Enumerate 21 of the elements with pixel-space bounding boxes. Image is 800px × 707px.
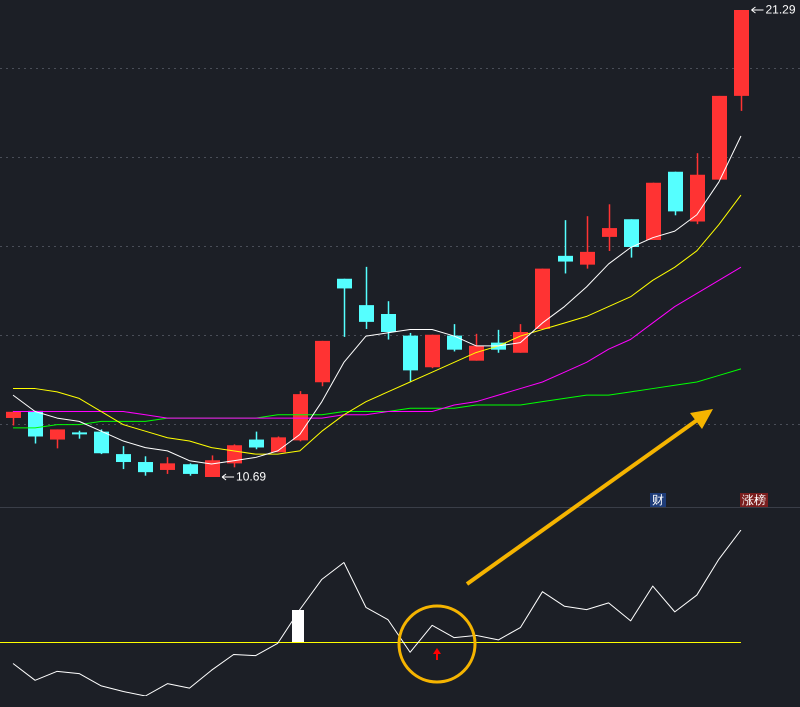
- text: 财: [650, 493, 666, 507]
- candlestick: [94, 428, 109, 455]
- candlestick: [381, 300, 396, 340]
- candlestick: [6, 410, 21, 426]
- candlestick: [116, 445, 131, 470]
- text: 涨榜: [740, 493, 768, 507]
- text: 21.29: [765, 2, 796, 16]
- candlestick: [50, 428, 65, 450]
- candlestick: [447, 323, 462, 352]
- candlestick: [138, 456, 153, 476]
- candlestick: [271, 436, 286, 454]
- candlestick: [160, 456, 175, 475]
- candlestick: [513, 323, 528, 354]
- candlestick: [558, 219, 573, 274]
- candlestick: [580, 215, 595, 270]
- candlestick: [359, 266, 374, 330]
- candlestick: [337, 278, 352, 338]
- candlestick: [183, 462, 198, 476]
- annotation: 10.69: [236, 469, 266, 484]
- candlestick: [249, 430, 264, 450]
- candlestick: [602, 204, 617, 252]
